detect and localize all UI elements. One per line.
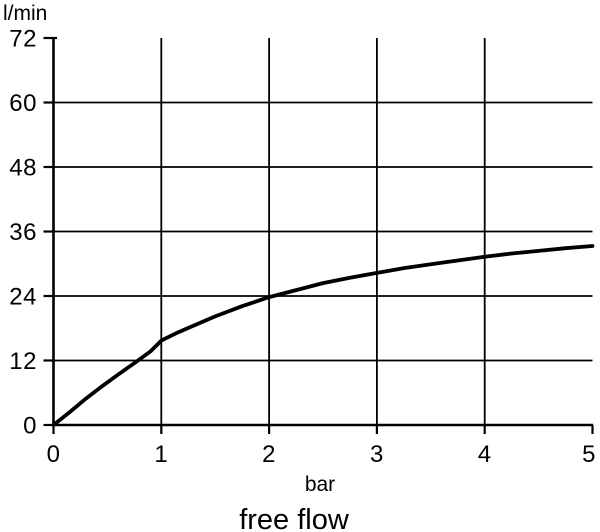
- x-tick-label: 5: [582, 441, 596, 468]
- x-axis-unit-label: bar: [305, 473, 335, 496]
- y-tick-label: 12: [9, 348, 37, 375]
- curve-layer: [51, 244, 595, 427]
- y-tick-label: 0: [23, 413, 37, 440]
- y-axis-unit-label: l/min: [3, 2, 47, 25]
- y-tick-label: 48: [9, 155, 37, 182]
- x-tick-label: 4: [478, 441, 492, 468]
- x-tick-label: 1: [154, 441, 168, 468]
- y-tick-label: 72: [9, 26, 37, 53]
- chart-title: free flow: [239, 504, 350, 532]
- x-tick-label: 3: [370, 441, 384, 468]
- x-tick-label: 0: [47, 441, 61, 468]
- y-tick-label: 36: [9, 219, 37, 246]
- gridlines: [53, 38, 593, 425]
- y-tick-label: 60: [9, 90, 37, 117]
- y-tick-label: 24: [9, 284, 37, 311]
- x-tick-label: 2: [262, 441, 276, 468]
- axis-ticks: [43, 36, 594, 434]
- flow-curve: [51, 244, 595, 427]
